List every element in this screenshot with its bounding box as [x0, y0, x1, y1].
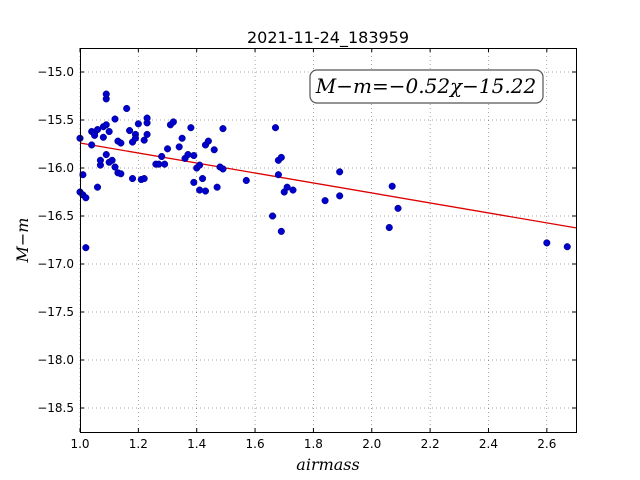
data-point [385, 223, 393, 232]
data-point [394, 204, 402, 212]
data-point [143, 114, 151, 122]
data-point [126, 127, 134, 135]
data-point [213, 183, 221, 191]
data-point [210, 146, 218, 154]
plot-frame [80, 48, 577, 433]
x-tick-label: 2.2 [421, 437, 440, 451]
data-point [131, 134, 139, 142]
x-tick-label: 1.4 [187, 437, 206, 451]
y-tick-label: −15.0 [37, 65, 74, 79]
data-point [242, 176, 250, 185]
y-tick-label: −15.5 [37, 113, 74, 127]
fit-line [79, 142, 577, 229]
data-point [563, 243, 571, 251]
data-point [187, 124, 195, 132]
x-tick-label: 2.6 [537, 437, 556, 451]
data-point [169, 118, 177, 126]
data-point [190, 178, 198, 186]
annotation-text: M−m=−0.52χ−15.22 [315, 74, 536, 98]
data-point [321, 197, 329, 205]
data-point [277, 227, 285, 235]
data-point [201, 187, 210, 195]
data-point [178, 134, 186, 142]
y-tick-label: −17.5 [37, 305, 74, 319]
data-point [269, 212, 277, 220]
data-point [102, 151, 110, 159]
data-point [388, 182, 396, 190]
data-point [111, 115, 119, 123]
data-point [274, 171, 282, 179]
data-point [336, 192, 344, 200]
data-point [143, 130, 151, 138]
data-point [82, 194, 90, 202]
x-axis-ticks: 1.0 1.2 1.4 1.6 1.8 2.0 2.2 2.4 2.6 [70, 48, 556, 451]
data-point [102, 121, 110, 129]
data-point [134, 120, 142, 128]
data-point [196, 161, 204, 169]
data-point [198, 175, 207, 183]
data-point [175, 143, 183, 151]
data-point [93, 126, 102, 134]
fit-line-group [79, 142, 577, 229]
data-point [161, 160, 169, 168]
data-point [128, 175, 137, 183]
data-point [117, 170, 125, 178]
data-point [289, 186, 297, 194]
data-point [190, 151, 198, 160]
data-point [336, 168, 344, 176]
data-point [140, 175, 148, 183]
data-point [88, 141, 96, 149]
data-point [102, 90, 110, 98]
data-point [123, 104, 131, 113]
data-point [158, 152, 166, 161]
y-tick-label: −18.5 [37, 401, 74, 415]
data-point [196, 186, 204, 194]
data-point [105, 127, 113, 136]
y-tick-label: −16.5 [37, 209, 74, 223]
data-point [219, 165, 227, 173]
data-point [277, 153, 285, 161]
data-point [219, 125, 227, 133]
y-axis-label: M−m [13, 218, 32, 264]
data-point [99, 133, 107, 141]
y-tick-label: −18.0 [37, 353, 74, 367]
data-points [76, 90, 571, 252]
data-point [543, 239, 551, 247]
x-tick-label: 1.2 [129, 437, 148, 451]
data-point [204, 137, 212, 145]
data-point [79, 171, 87, 179]
x-tick-label: 1.8 [304, 437, 323, 451]
data-point [111, 163, 119, 171]
data-point [184, 151, 192, 159]
data-point [96, 156, 104, 164]
x-tick-label: 2.4 [479, 437, 498, 451]
fit-equation-annotation: M−m=−0.52χ−15.22 [309, 69, 544, 104]
data-point [271, 124, 280, 132]
data-point [91, 131, 99, 139]
grid-lines [79, 48, 576, 432]
annotation-box [309, 69, 544, 104]
data-point [140, 136, 148, 144]
data-point [82, 244, 90, 252]
y-tick-label: −16.0 [37, 161, 74, 175]
data-point [117, 139, 125, 147]
x-tick-label: 1.0 [70, 437, 89, 451]
data-point [163, 145, 172, 153]
data-point [283, 183, 291, 191]
x-axis-label: airmass [296, 455, 359, 474]
data-point [108, 156, 116, 164]
y-tick-label: −17.0 [37, 257, 74, 271]
chart-title: 2021-11-24_183959 [247, 28, 409, 48]
x-tick-label: 1.6 [246, 437, 265, 451]
y-axis-ticks: −15.0 −15.5 −16.0 −16.5 −17.0 −17.5 −18.0 −18.5 [37, 65, 576, 415]
x-tick-label: 2.0 [362, 437, 381, 451]
data-point [93, 183, 102, 191]
